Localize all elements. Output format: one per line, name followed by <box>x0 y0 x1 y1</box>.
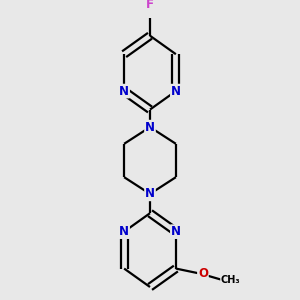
Text: N: N <box>119 225 129 238</box>
Text: N: N <box>171 85 181 98</box>
Text: N: N <box>145 121 155 134</box>
Text: N: N <box>171 225 181 238</box>
Text: CH₃: CH₃ <box>221 275 241 285</box>
Text: N: N <box>119 85 129 98</box>
Text: O: O <box>198 267 208 280</box>
Text: N: N <box>145 188 155 200</box>
Text: F: F <box>146 0 154 11</box>
